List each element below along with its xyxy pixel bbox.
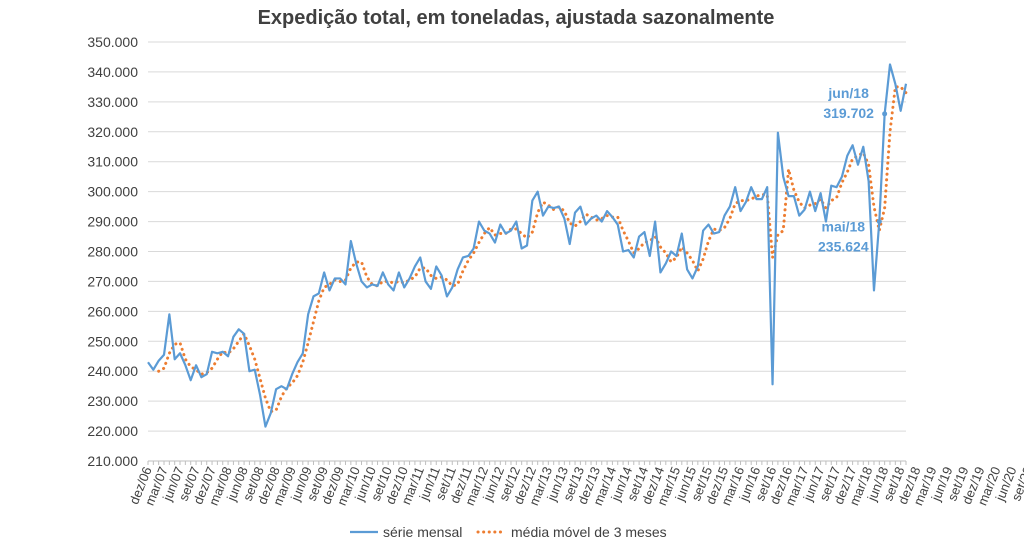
- y-tick-label: 230.000: [87, 393, 138, 409]
- legend-label-monthly: série mensal: [383, 524, 462, 540]
- y-tick-label: 350.000: [87, 34, 138, 50]
- y-tick-label: 310.000: [87, 154, 138, 170]
- annotation-marker: [876, 219, 882, 225]
- annotation-value: 235.624: [818, 239, 869, 255]
- annotation-date: jun/18: [827, 85, 869, 101]
- y-tick-label: 340.000: [87, 64, 138, 80]
- x-axis: dez/06mar/07jun/07set/07dez/07mar/08jun/…: [126, 460, 1024, 508]
- annotation-value: 319.702: [823, 105, 874, 121]
- y-tick-label: 320.000: [87, 124, 138, 140]
- legend: série mensal média móvel de 3 meses: [350, 524, 667, 540]
- y-tick-label: 290.000: [87, 214, 138, 230]
- y-tick-label: 220.000: [87, 423, 138, 439]
- y-tick-label: 250.000: [87, 333, 138, 349]
- y-tick-label: 210.000: [87, 453, 138, 469]
- gridlines: [148, 41, 906, 462]
- monthly-series-line: [147, 63, 908, 428]
- legend-label-moving-average: média móvel de 3 meses: [511, 524, 667, 540]
- y-axis: 210.000 220.000 230.000 240.000 250.000 260.0…: [87, 34, 138, 469]
- annotation-marker: [882, 111, 888, 117]
- y-tick-label: 300.000: [87, 184, 138, 200]
- y-tick-label: 280.000: [87, 244, 138, 260]
- y-tick-label: 270.000: [87, 273, 138, 289]
- y-tick-label: 260.000: [87, 303, 138, 319]
- series-lines: [147, 63, 908, 428]
- y-tick-label: 240.000: [87, 363, 138, 379]
- chart-title: Expedição total, em toneladas, ajustada …: [258, 7, 775, 29]
- moving-average-line: [157, 85, 908, 414]
- annotation-date: mai/18: [822, 219, 866, 235]
- y-tick-label: 330.000: [87, 94, 138, 110]
